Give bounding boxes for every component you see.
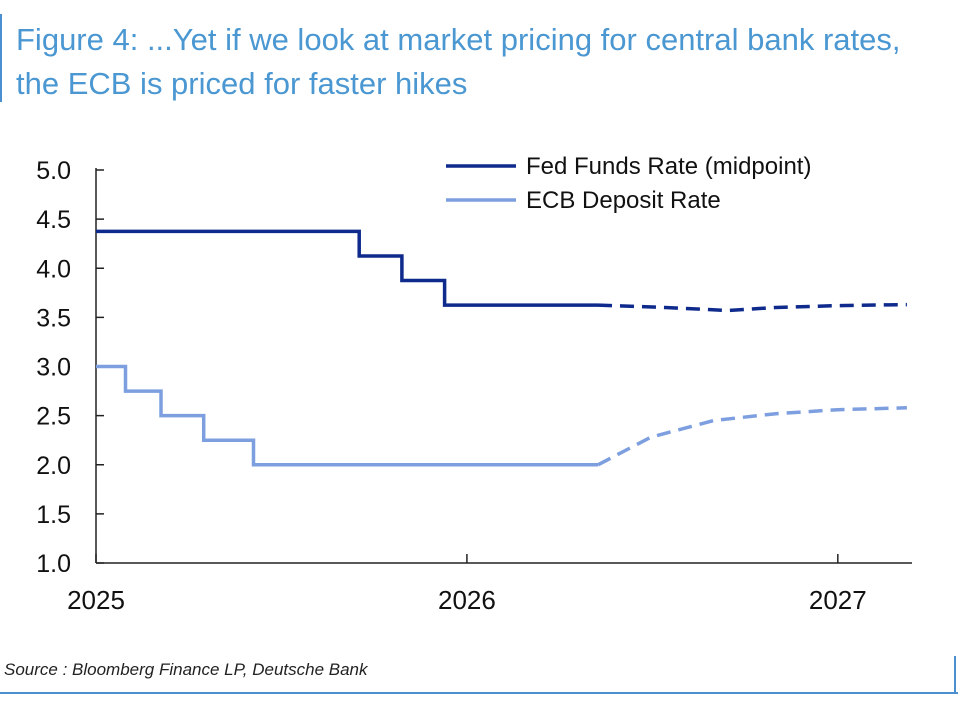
- y-axis-ticks: 5.0 4.5 4.0 3.5 3.0 2.5 2.0 1.5 1.0: [36, 157, 104, 578]
- title-frame-bar: [0, 14, 2, 102]
- ecb-deposit-market-priced-line: [597, 406, 907, 467]
- legend-label-ecb-deposit: ECB Deposit Rate: [526, 187, 721, 214]
- y-tick-label: 5.0: [36, 157, 71, 185]
- ecb-deposit-realized-line: [96, 364, 598, 467]
- x-tick-label: 2027: [809, 585, 867, 615]
- y-tick-label: 4.5: [36, 206, 71, 234]
- figure-title: Figure 4: ...Yet if we look at market pr…: [16, 22, 901, 101]
- source-note: Source : Bloomberg Finance LP, Deutsche …: [4, 660, 368, 679]
- y-tick-label: 1.5: [36, 501, 71, 529]
- y-tick-label: 3.0: [36, 354, 71, 382]
- fed-funds-market-priced-line: [597, 302, 907, 313]
- legend-label-fed-funds: Fed Funds Rate (midpoint): [526, 153, 811, 180]
- y-tick-label: 2.0: [36, 452, 71, 480]
- y-tick-label: 2.5: [36, 403, 71, 431]
- y-tick-label: 3.5: [36, 304, 71, 332]
- frame-bottom-bar: [0, 692, 958, 694]
- x-tick-label: 2025: [67, 585, 125, 615]
- frame-right-bar: [954, 656, 956, 694]
- legend: Fed Funds Rate (midpoint) ECB Deposit Rat…: [446, 153, 811, 214]
- x-axis-ticks: 2025 2026 2027: [67, 554, 867, 615]
- series-group: [96, 229, 907, 467]
- x-tick-label: 2026: [438, 585, 496, 615]
- fed-funds-realized-line: [96, 229, 598, 307]
- y-tick-label: 4.0: [36, 255, 71, 283]
- y-tick-label: 1.0: [36, 550, 71, 578]
